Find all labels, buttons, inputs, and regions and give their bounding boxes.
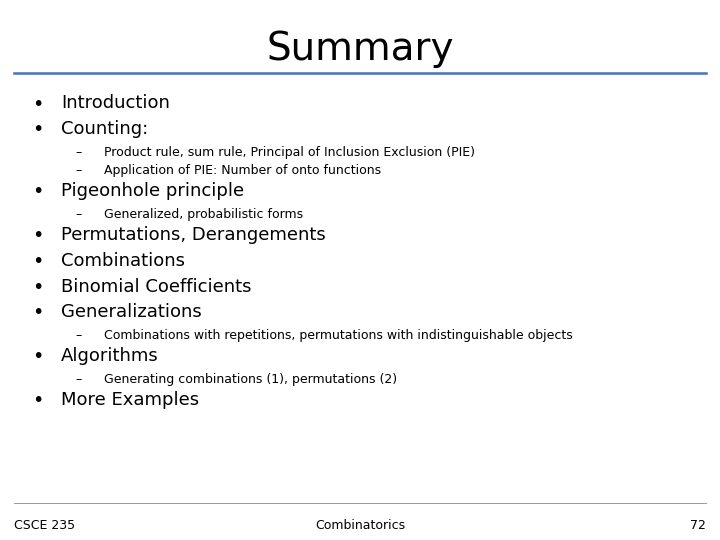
Text: Binomial Coefficients: Binomial Coefficients xyxy=(61,278,252,295)
Text: –: – xyxy=(76,373,82,386)
Text: Generalized, probabilistic forms: Generalized, probabilistic forms xyxy=(104,208,304,221)
Text: •: • xyxy=(32,347,44,366)
Text: Generating combinations (1), permutations (2): Generating combinations (1), permutation… xyxy=(104,373,397,386)
Text: •: • xyxy=(32,303,44,322)
Text: Application of PIE: Number of onto functions: Application of PIE: Number of onto funct… xyxy=(104,164,382,177)
Text: CSCE 235: CSCE 235 xyxy=(14,519,76,532)
Text: •: • xyxy=(32,278,44,296)
Text: Algorithms: Algorithms xyxy=(61,347,159,365)
Text: More Examples: More Examples xyxy=(61,391,199,409)
Text: Product rule, sum rule, Principal of Inclusion Exclusion (PIE): Product rule, sum rule, Principal of Inc… xyxy=(104,146,475,159)
Text: •: • xyxy=(32,120,44,139)
Text: •: • xyxy=(32,391,44,410)
Text: 72: 72 xyxy=(690,519,706,532)
Text: –: – xyxy=(76,164,82,177)
Text: Permutations, Derangements: Permutations, Derangements xyxy=(61,226,326,244)
Text: •: • xyxy=(32,252,44,271)
Text: Combinations: Combinations xyxy=(61,252,185,269)
Text: Introduction: Introduction xyxy=(61,94,170,112)
Text: •: • xyxy=(32,94,44,113)
Text: –: – xyxy=(76,146,82,159)
Text: Summary: Summary xyxy=(266,30,454,68)
Text: •: • xyxy=(32,182,44,201)
Text: –: – xyxy=(76,208,82,221)
Text: •: • xyxy=(32,226,44,245)
Text: Generalizations: Generalizations xyxy=(61,303,202,321)
Text: Pigeonhole principle: Pigeonhole principle xyxy=(61,182,244,200)
Text: Counting:: Counting: xyxy=(61,120,148,138)
Text: Combinatorics: Combinatorics xyxy=(315,519,405,532)
Text: Combinations with repetitions, permutations with indistinguishable objects: Combinations with repetitions, permutati… xyxy=(104,329,573,342)
Text: –: – xyxy=(76,329,82,342)
